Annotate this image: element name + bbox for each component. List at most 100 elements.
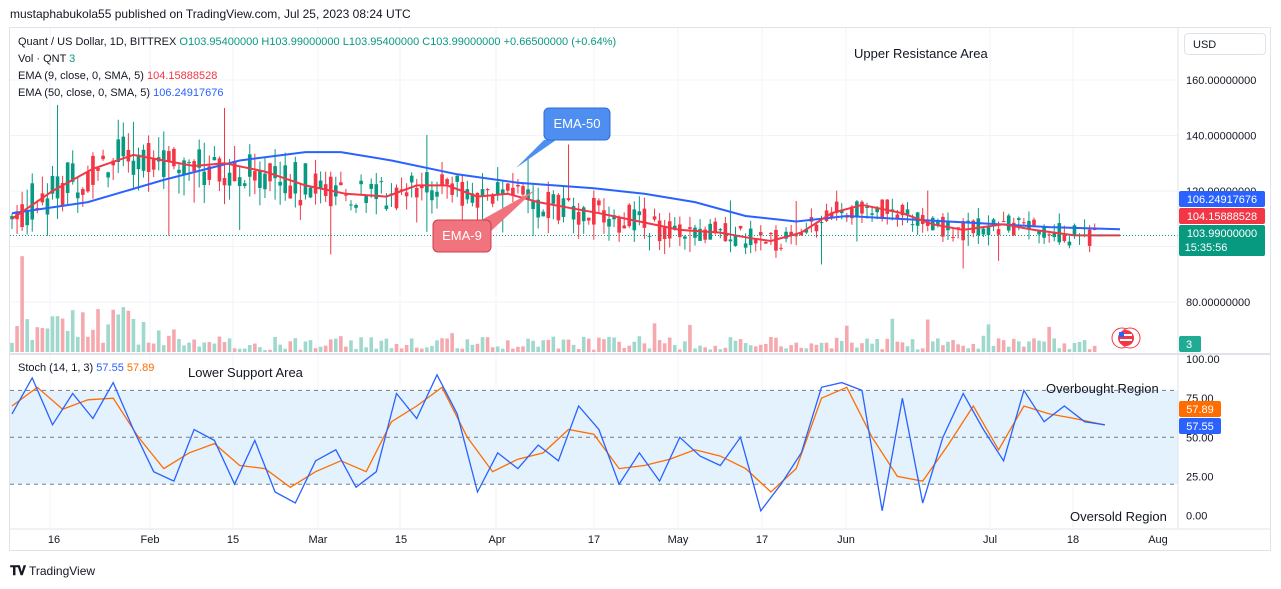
volume-bar bbox=[475, 343, 480, 352]
time-tick-label: 17 bbox=[588, 534, 600, 546]
volume-bar bbox=[521, 346, 525, 352]
volume-bar bbox=[369, 337, 374, 352]
legend-ema50: EMA (50, close, 0, SMA, 5) 106.24917676 bbox=[18, 87, 224, 99]
volume-bar bbox=[333, 338, 338, 352]
volume-bar bbox=[435, 340, 439, 352]
volume-bar bbox=[586, 338, 591, 352]
volume-bar bbox=[951, 339, 955, 352]
volume-bar bbox=[25, 319, 29, 352]
candle-body bbox=[131, 160, 136, 175]
volume-bar bbox=[1052, 338, 1057, 352]
candle-body bbox=[232, 161, 237, 182]
candle-body bbox=[45, 198, 50, 215]
volume-bar bbox=[688, 324, 692, 352]
candle-body bbox=[141, 149, 146, 171]
volume-bar bbox=[455, 348, 460, 352]
volume-bar bbox=[890, 318, 895, 352]
volume-bar bbox=[678, 349, 682, 352]
candle-body bbox=[445, 179, 449, 185]
volume-bar bbox=[713, 345, 718, 352]
volume-bar bbox=[860, 343, 864, 352]
volume-bar bbox=[870, 343, 874, 352]
candle-body bbox=[627, 204, 632, 227]
candle-body bbox=[253, 171, 257, 181]
candle-body bbox=[242, 183, 247, 186]
candle-body bbox=[546, 191, 551, 219]
stoch-d-tag: 57.89 bbox=[1179, 401, 1221, 417]
candle-body bbox=[1017, 218, 1021, 220]
volume-bar bbox=[758, 344, 763, 352]
volume-bar bbox=[247, 344, 252, 352]
volume-bars bbox=[10, 256, 1097, 352]
volume-bar bbox=[753, 346, 758, 352]
volume-bar bbox=[708, 349, 712, 352]
volume-bar bbox=[834, 337, 839, 352]
candle-body bbox=[1032, 219, 1036, 226]
volume-bar bbox=[156, 330, 161, 352]
stoch-k-tag: 57.55 bbox=[1179, 418, 1221, 434]
candle-body bbox=[344, 194, 348, 196]
candle-body bbox=[354, 204, 358, 208]
candle-body bbox=[495, 182, 500, 195]
legend-ema9: EMA (9, close, 0, SMA, 5) 104.15888528 bbox=[18, 70, 218, 82]
volume-bar bbox=[253, 343, 257, 352]
footer[interactable]: 𝐓𝐕 TradingView bbox=[10, 563, 95, 579]
volume-bar bbox=[116, 314, 121, 352]
volume-bar bbox=[1062, 343, 1067, 352]
candle-body bbox=[1047, 234, 1051, 236]
candle-body bbox=[460, 181, 465, 206]
volume-bar bbox=[182, 345, 186, 352]
volume-bar bbox=[349, 340, 353, 352]
volume-bar bbox=[470, 344, 475, 352]
volume-bar bbox=[642, 343, 647, 352]
volume-bar bbox=[65, 330, 70, 352]
volume-bar bbox=[1017, 341, 1021, 352]
candle-body bbox=[804, 228, 809, 233]
volume-bar bbox=[167, 335, 171, 352]
volume-bar bbox=[440, 338, 444, 352]
volume-bar bbox=[733, 340, 738, 352]
volume-bar bbox=[718, 349, 723, 352]
candle-body bbox=[607, 218, 611, 227]
candle-body bbox=[20, 204, 24, 228]
candle-body bbox=[161, 150, 166, 178]
candle-body bbox=[910, 224, 915, 226]
candle-body bbox=[996, 229, 1001, 235]
candle-body bbox=[121, 136, 126, 157]
candle-body bbox=[551, 194, 556, 204]
volume-bar bbox=[161, 345, 166, 352]
candle-body bbox=[531, 200, 535, 210]
candle-body bbox=[667, 221, 672, 239]
currency-selector[interactable]: USD bbox=[1184, 33, 1266, 55]
volume-bar bbox=[177, 338, 181, 352]
candle-body bbox=[1027, 220, 1031, 229]
candle-body bbox=[187, 162, 191, 164]
volume-bar bbox=[364, 347, 368, 352]
flag-icon[interactable] bbox=[1111, 327, 1141, 349]
candle-body bbox=[202, 171, 207, 186]
candle-body bbox=[850, 206, 854, 219]
volume-bar bbox=[303, 341, 308, 352]
volume-bar bbox=[227, 338, 232, 352]
volume-bar bbox=[996, 338, 1001, 352]
candle-body bbox=[1006, 215, 1011, 231]
svg-text:104.15888528: 104.15888528 bbox=[1187, 211, 1257, 223]
candle-body bbox=[688, 227, 692, 229]
volume-bar bbox=[961, 345, 965, 352]
volume-bar bbox=[1006, 346, 1011, 352]
price-tick-label: 80.00000000 bbox=[1186, 297, 1250, 309]
ema9-price-tag: 104.15888528 bbox=[1179, 208, 1265, 224]
candle-body bbox=[70, 163, 75, 182]
volume-bar bbox=[288, 341, 293, 352]
volume-bar bbox=[1037, 340, 1041, 352]
candle-body bbox=[556, 194, 561, 221]
volume-bar bbox=[814, 344, 819, 352]
candle-body bbox=[425, 172, 429, 193]
candle-body bbox=[207, 166, 212, 180]
candle-body bbox=[885, 199, 890, 214]
stoch-tick-label: 100.00 bbox=[1186, 354, 1220, 366]
chart-frame[interactable] bbox=[9, 27, 1271, 551]
volume-bar bbox=[728, 337, 733, 352]
candle-body bbox=[865, 207, 869, 209]
